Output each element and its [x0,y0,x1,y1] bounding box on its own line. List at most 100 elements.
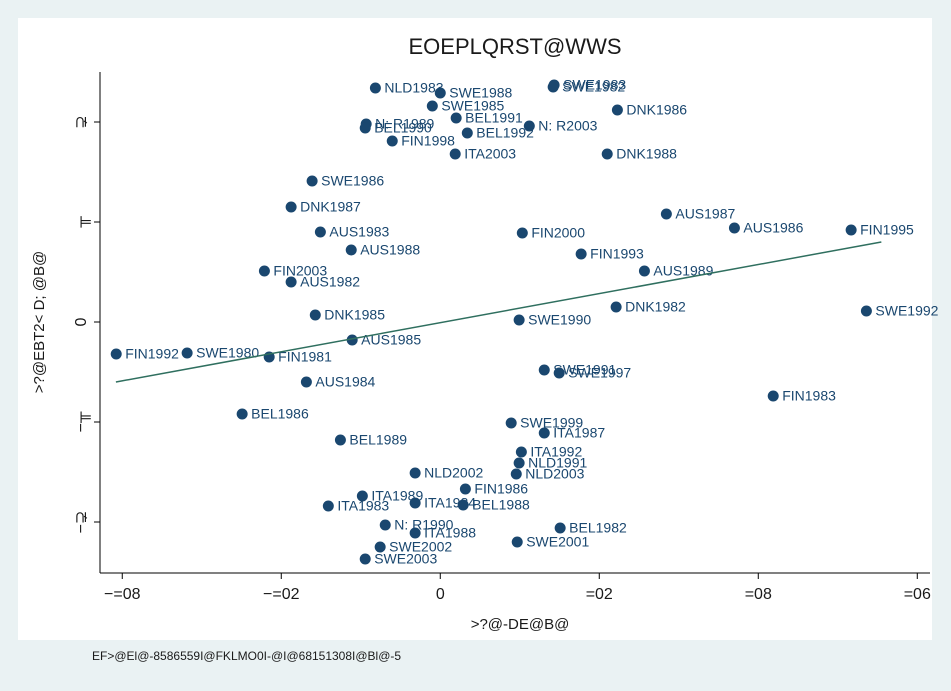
y-tick-label: ⊋ [73,115,90,128]
point [110,348,122,360]
point [359,553,371,565]
note: EF>@El@-8586559I@FKLMO0I-@I@68151308I@Bl… [92,649,401,663]
point-label: N: R2003 [538,118,597,134]
point-label: SWE1986 [321,173,384,189]
point-label: ITA1984 [424,495,476,511]
point [322,500,334,512]
point-label: BEL1991 [465,110,523,126]
point-label: FIN1998 [401,133,455,149]
point-label: FIN1995 [860,222,914,238]
point [409,527,421,539]
point [457,499,469,511]
point [379,519,391,531]
point [538,364,550,376]
point [300,376,312,388]
point-label: DNK1985 [324,307,385,323]
point-label: NLD2003 [525,466,584,482]
point-label: SWE2003 [374,551,437,567]
point-label: BEL1992 [476,125,534,141]
point [386,135,398,147]
point [359,122,371,134]
point-label: FIN1981 [278,349,332,365]
point-label: SWE1997 [568,365,631,381]
point-label: AUS1984 [315,374,375,390]
point [513,457,525,469]
point [515,446,527,458]
point-label: SWE1980 [196,345,259,361]
point [285,201,297,213]
point [449,148,461,160]
point [258,265,270,277]
point-label: SWE2001 [526,534,589,550]
point-label: AUS1989 [653,263,713,279]
point [309,309,321,321]
point [434,87,446,99]
point [285,276,297,288]
point-label: NLD2002 [424,465,483,481]
point-label: FIN1993 [590,246,644,262]
x-axis-title: >?@-DE@B@ [471,616,570,633]
point-label: FIN2003 [273,263,327,279]
point [426,100,438,112]
point [345,244,357,256]
point [728,222,740,234]
graph-region [18,18,932,640]
point [538,427,550,439]
point-label: BEL1989 [349,432,407,448]
point-label: FIN1983 [782,388,836,404]
point [181,347,193,359]
point [510,468,522,480]
y-tick-label: ╥ [73,216,92,229]
point [553,367,565,379]
point [409,497,421,509]
y-axis-title: >?@EBT2< D; @B@ [31,251,48,393]
point-label: BEL1982 [569,520,627,536]
point-label: SWE1999 [520,415,583,431]
point-label: ITA2003 [464,146,516,162]
point [638,265,650,277]
point [346,334,358,346]
point-label: AUS1982 [300,274,360,290]
point [409,467,421,479]
point-label: N: R1990 [394,517,453,533]
point-label: ITA1983 [337,498,389,514]
point-label: BEL1988 [472,497,530,513]
point [334,434,346,446]
point-label: DNK1988 [616,146,677,162]
x-tick-label: −=02 [263,586,300,603]
point [610,301,622,313]
point-label: SWE1985 [441,98,504,114]
x-tick-label: =08 [745,586,772,603]
point [523,120,535,132]
point [450,112,462,124]
fit-line [115,241,882,383]
point-label: AUS1987 [675,206,735,222]
y-tick-label: 0 [73,317,90,326]
point [767,390,779,402]
point [660,208,672,220]
point-label: SWE1982 [562,79,625,95]
point-label: FIN2000 [531,225,585,241]
point [601,148,613,160]
x-tick-label: 0 [436,586,445,603]
point [554,522,566,534]
point [845,224,857,236]
point [314,226,326,238]
point [513,314,525,326]
point [575,248,587,260]
point [306,175,318,187]
point-label: SWE1991 [553,362,616,378]
point-label: SWE2002 [389,539,452,555]
point-label: AUS1988 [360,242,420,258]
point [860,305,872,317]
point [374,541,386,553]
point-label: ITA1989 [371,488,423,504]
point-label: ITA1992 [530,444,582,460]
point [369,82,381,94]
chart-title: EOEPLQRST@WWS [408,34,621,59]
point-label: SWE1990 [528,312,591,328]
point [511,536,523,548]
point-label: ITA1987 [553,425,605,441]
x-tick-label: =06 [904,586,931,603]
point [548,79,560,91]
